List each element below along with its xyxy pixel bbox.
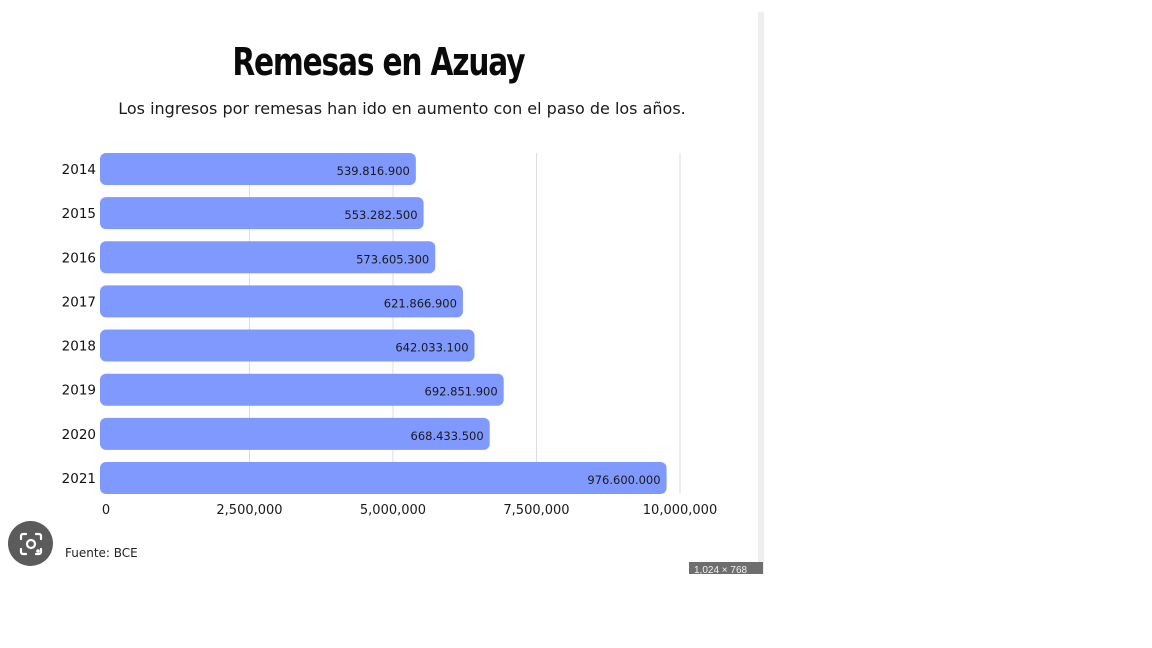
visual-search-button[interactable] [8, 521, 53, 566]
image-dimensions-badge: 1,024 × 768 [689, 562, 763, 574]
bar [100, 461, 667, 494]
value-label: 668.433.500 [411, 429, 484, 443]
category-label: 2021 [62, 471, 96, 487]
bar [100, 373, 504, 406]
category-label: 2015 [62, 206, 96, 222]
bar [100, 197, 424, 230]
bar [100, 153, 416, 185]
value-label: 621.866.900 [384, 296, 457, 310]
x-tick-label: 7,500,000 [503, 503, 569, 518]
value-label: 539.816.900 [337, 164, 410, 178]
x-tick-label: 5,000,000 [360, 503, 426, 518]
bar [100, 329, 475, 362]
category-label: 2020 [62, 427, 96, 443]
value-label: 642.033.100 [395, 341, 468, 355]
x-tick-label: 2,500,000 [216, 503, 282, 518]
bar [100, 285, 463, 318]
bar [100, 241, 436, 274]
category-label: 2017 [62, 294, 96, 310]
value-label: 976.600.000 [587, 473, 660, 487]
category-label: 2014 [62, 162, 96, 178]
chart-subtitle: Los ingresos por remesas han ido en aume… [118, 99, 686, 118]
category-label: 2016 [62, 250, 96, 266]
category-label: 2019 [62, 383, 96, 399]
x-tick-label: 10,000,000 [643, 503, 717, 518]
chart-title: Remesas en Azuay [232, 40, 525, 84]
source-note: Fuente: BCE [65, 546, 138, 560]
bar [100, 417, 490, 450]
value-label: 553.282.500 [344, 208, 417, 222]
value-label: 573.605.300 [356, 252, 429, 266]
bar-chart: 2014 539.816.900 2015 553.282.500 2016 573.60… [62, 153, 717, 518]
value-label: 692.851.900 [425, 385, 498, 399]
image-edge [758, 12, 764, 574]
x-tick-label: 0 [102, 503, 110, 518]
category-label: 2018 [62, 339, 96, 355]
visual-search-icon [19, 532, 42, 555]
